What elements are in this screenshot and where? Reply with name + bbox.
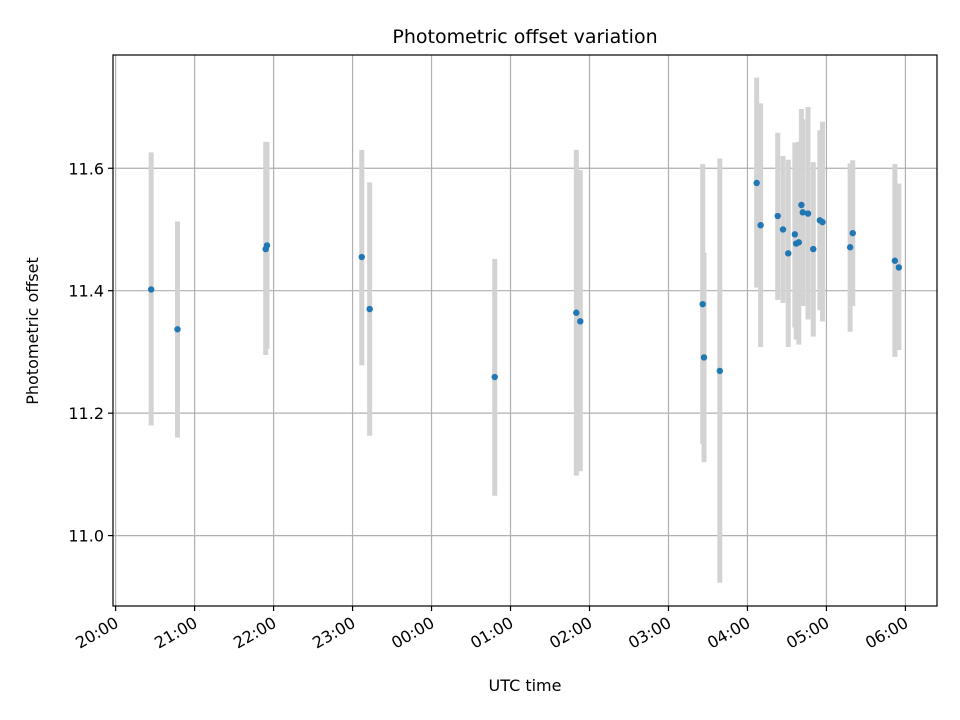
data-point xyxy=(147,286,155,293)
data-point xyxy=(895,264,903,271)
y-axis-ticks: 11.0 11.2 11.4 11.6 xyxy=(68,159,113,546)
x-tick-label: 02:00 xyxy=(546,613,595,653)
x-tick-label: 05:00 xyxy=(783,613,832,653)
data-point xyxy=(779,226,787,233)
data-point xyxy=(573,309,580,316)
data-point xyxy=(810,245,817,253)
y-tick-label: 11.0 xyxy=(68,527,104,546)
chart-title: Photometric offset variation xyxy=(392,26,657,48)
data-point xyxy=(891,257,899,264)
data-point xyxy=(753,179,760,187)
data-point xyxy=(795,239,802,246)
data-point xyxy=(577,318,584,325)
y-tick-label: 11.4 xyxy=(68,282,104,301)
x-tick-label: 01:00 xyxy=(467,613,516,653)
data-point xyxy=(849,229,856,237)
x-tick-label: 06:00 xyxy=(862,613,911,653)
x-axis-ticks: 20:00 21:00 22:00 23:00 00:00 01:00 02:00 03:00… xyxy=(72,606,911,653)
y-tick-label: 11.6 xyxy=(68,159,104,178)
data-point xyxy=(798,201,805,209)
data-point xyxy=(804,210,812,217)
error-bars xyxy=(148,77,902,583)
data-point xyxy=(791,231,799,238)
data-point xyxy=(699,300,706,308)
data-point xyxy=(700,354,708,361)
data-point xyxy=(785,250,792,257)
data-point xyxy=(491,373,498,381)
data-point xyxy=(774,212,781,220)
x-tick-label: 20:00 xyxy=(72,613,121,653)
x-tick-label: 04:00 xyxy=(704,613,753,653)
data-point xyxy=(263,242,271,249)
y-axis-label: Photometric offset xyxy=(23,257,42,405)
data-points xyxy=(147,179,903,381)
x-tick-label: 03:00 xyxy=(625,613,674,653)
data-point xyxy=(358,253,365,261)
y-tick-label: 11.2 xyxy=(68,404,104,423)
plot-frame xyxy=(112,54,938,607)
data-point xyxy=(799,209,806,216)
data-point xyxy=(846,244,854,251)
data-point xyxy=(366,305,373,313)
x-tick-label: 22:00 xyxy=(230,613,279,653)
data-point xyxy=(819,218,826,226)
data-point xyxy=(716,367,724,375)
x-tick-label: 21:00 xyxy=(151,613,200,653)
x-axis-label: UTC time xyxy=(489,676,562,695)
x-tick-label: 23:00 xyxy=(309,613,358,653)
x-tick-label: 00:00 xyxy=(388,613,437,653)
data-point xyxy=(174,326,181,333)
data-point xyxy=(757,221,764,229)
